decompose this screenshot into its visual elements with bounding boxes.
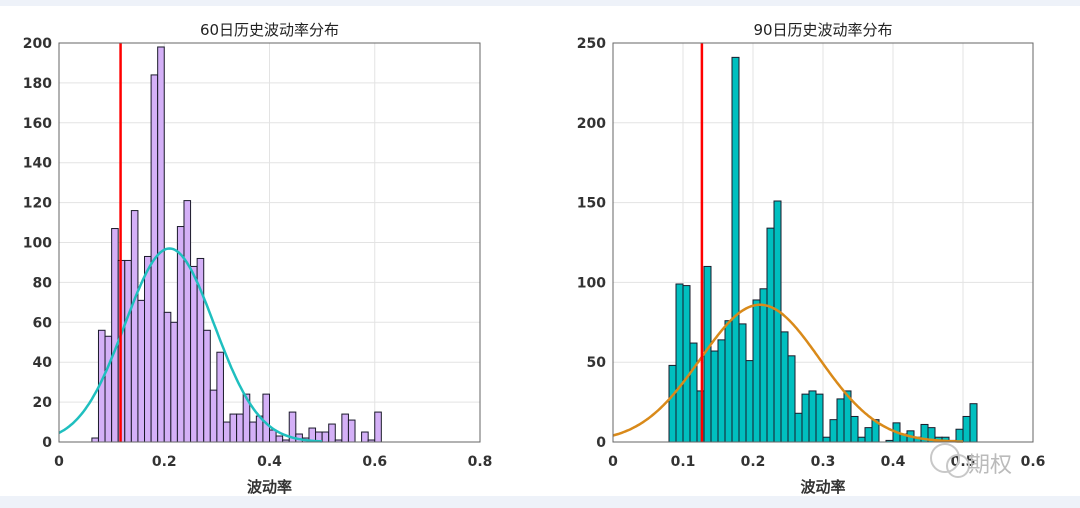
histogram-bar	[124, 259, 132, 443]
histogram-bar	[144, 255, 152, 443]
histogram-bar	[361, 431, 369, 443]
y-tick-label: 200	[577, 116, 606, 132]
x-tick-label: 0.2	[741, 454, 766, 470]
x-axis-label: 波动率	[247, 478, 292, 496]
histogram-bar	[808, 390, 817, 443]
y-tick-label: 100	[577, 275, 606, 291]
x-tick-label: 0.3	[811, 454, 836, 470]
histogram-bar	[766, 227, 775, 443]
y-tick-label: 0	[42, 435, 52, 451]
y-tick-label: 200	[23, 36, 52, 52]
histogram-bar	[262, 393, 270, 443]
y-tick-label: 140	[23, 156, 52, 172]
histogram-bar	[269, 429, 277, 443]
histogram-bar	[111, 228, 119, 443]
chart-title: 90日历史波动率分布	[753, 21, 892, 39]
x-tick-label: 0.1	[671, 454, 696, 470]
watermark: 期权	[930, 443, 1012, 478]
y-tick-label: 120	[23, 196, 52, 212]
svg-text:期权: 期权	[968, 453, 1012, 478]
x-tick-label: 0	[54, 454, 64, 470]
y-tick-label: 80	[33, 275, 53, 291]
histogram-bar	[130, 210, 139, 443]
histogram-bar	[864, 427, 873, 443]
histogram-bar	[955, 428, 964, 443]
histogram-bar	[731, 56, 740, 443]
x-tick-label: 0.6	[1021, 454, 1046, 470]
histogram-bar	[374, 411, 382, 443]
x-axis-label: 波动率	[800, 478, 845, 496]
normal-fit-curve	[612, 303, 964, 443]
y-tick-label: 180	[23, 76, 52, 92]
y-tick-label: 150	[577, 196, 606, 212]
histogram-90d: 0 0.1 0.2 0.3 0.4 0.5 0.605010015020025090日历史波…	[577, 21, 1046, 496]
normal-fit-curve	[58, 247, 323, 443]
axes-frame	[612, 42, 1034, 443]
histogram-bar	[773, 200, 782, 443]
histogram-bar	[249, 421, 257, 443]
y-tick-label: 20	[33, 395, 53, 411]
histogram-bar	[745, 360, 754, 443]
histogram-bar	[857, 436, 866, 443]
histogram-bar	[137, 299, 146, 443]
y-tick-label: 250	[577, 36, 606, 52]
histogram-bar	[91, 437, 99, 443]
histogram-bar	[822, 436, 831, 443]
histogram-bar	[170, 321, 178, 443]
histogram-bar	[682, 285, 691, 443]
histogram-bar	[183, 200, 192, 443]
histogram-bar	[321, 431, 330, 443]
histogram-bar	[190, 265, 198, 443]
y-tick-label: 50	[587, 355, 607, 371]
y-tick-label: 100	[23, 236, 52, 252]
y-tick-label: 160	[23, 116, 52, 132]
histogram-bar	[724, 320, 733, 443]
histogram-bar	[801, 393, 810, 443]
histogram-bar	[752, 299, 761, 443]
histogram-bar	[104, 335, 113, 443]
x-tick-label: 0.8	[468, 454, 493, 470]
chart-title: 60日历史波动率分布	[200, 21, 339, 39]
histogram-bar	[163, 311, 172, 443]
y-tick-label: 60	[33, 315, 53, 331]
histogram-bar	[229, 413, 238, 443]
histogram-bar	[850, 415, 859, 443]
histogram-bar	[341, 413, 349, 443]
histogram-bar	[759, 288, 768, 443]
histogram-bar	[969, 403, 978, 443]
histogram-bar	[787, 355, 796, 443]
histogram-bar	[328, 423, 336, 443]
histogram-bar	[780, 331, 789, 443]
y-tick-label: 0	[596, 435, 606, 451]
histogram-bar	[815, 393, 824, 443]
histogram-bar	[668, 364, 677, 443]
histogram-bar	[216, 351, 224, 443]
histogram-60d: 0 0.2 0.4 0.6 0.8 0 20 40 60 80 100 120 140 160 180 200…	[23, 21, 493, 496]
histogram-bar	[157, 46, 165, 443]
histogram-bar	[222, 421, 231, 443]
histogram-bar	[347, 419, 356, 443]
histogram-bar	[962, 415, 971, 443]
axes-frame	[58, 42, 481, 443]
histogram-bar	[236, 413, 244, 443]
histogram-bar	[836, 398, 845, 443]
histogram-bar	[275, 435, 284, 443]
histogram-bar	[209, 389, 218, 443]
histogram-bar	[717, 339, 726, 443]
x-tick-label: 0.4	[881, 454, 906, 470]
x-tick-label: 0.6	[362, 454, 387, 470]
x-tick-label: 0	[608, 454, 618, 470]
x-tick-label: 0.4	[257, 454, 282, 470]
histogram-bar	[710, 350, 719, 443]
histogram-bar	[203, 329, 211, 443]
wechat-icon	[930, 443, 960, 473]
y-tick-label: 40	[33, 355, 53, 371]
x-tick-label: 0.2	[152, 454, 177, 470]
histogram-bar	[794, 412, 803, 443]
histogram-bar	[829, 419, 838, 443]
histogram-bar	[675, 283, 684, 443]
histogram-bar	[738, 323, 747, 443]
histogram-bar	[689, 342, 698, 443]
